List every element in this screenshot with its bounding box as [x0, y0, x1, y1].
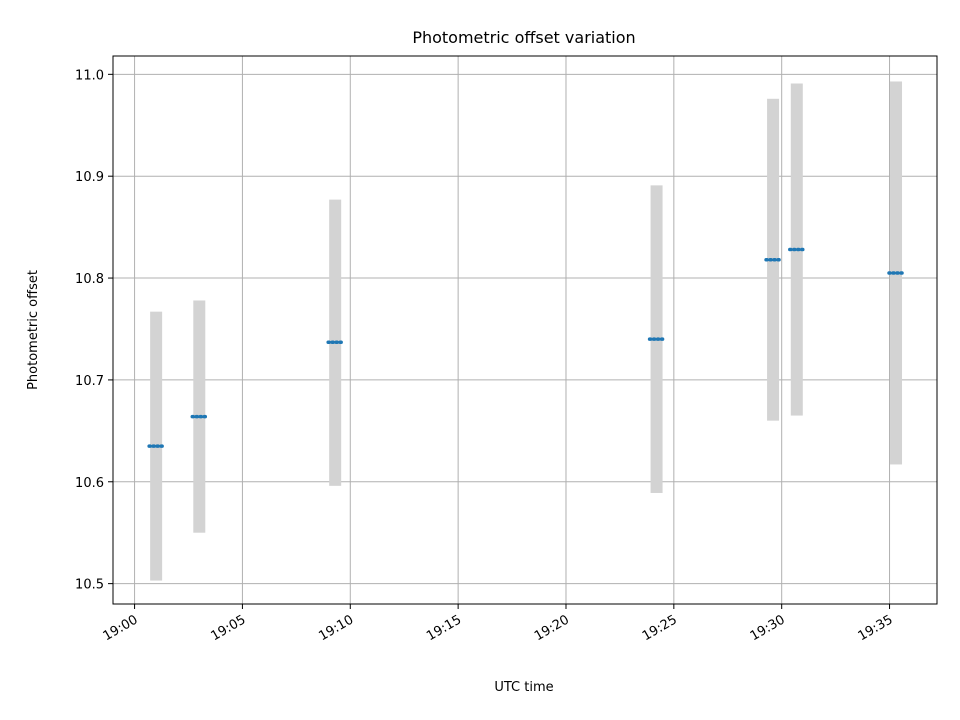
chart-title: Photometric offset variation [412, 28, 635, 47]
y-axis-label: Photometric offset [26, 270, 41, 390]
x-tick-label: 19:10 [316, 612, 356, 644]
y-tick-label: 10.9 [75, 170, 104, 185]
x-tick-label: 19:20 [532, 612, 572, 644]
error-bars [150, 81, 903, 581]
y-tick-label: 10.8 [75, 272, 104, 287]
grid-lines [113, 56, 937, 604]
x-tick-label: 19:35 [856, 612, 896, 644]
x-tick-label: 19:15 [424, 612, 464, 644]
y-tick-label: 10.5 [75, 578, 104, 593]
x-tick-label: 19:25 [640, 612, 680, 644]
x-tick-label: 19:30 [748, 612, 788, 644]
plot-frame [112, 55, 938, 605]
y-tick-label: 10.6 [75, 476, 104, 491]
x-axis-label: UTC time [494, 680, 553, 695]
data-points [147, 247, 905, 448]
x-tick-label: 19:05 [208, 612, 248, 644]
x-axis-ticks: 19:00 19:05 19:10 19:15 19:20 19:25 19:30 19:35 [101, 604, 896, 644]
y-tick-label: 11.0 [75, 68, 104, 83]
y-tick-label: 10.7 [75, 374, 104, 389]
y-axis-ticks: 10.5 10.6 10.7 10.8 10.9 11.0 [75, 68, 113, 593]
x-tick-label: 19:00 [101, 612, 141, 644]
